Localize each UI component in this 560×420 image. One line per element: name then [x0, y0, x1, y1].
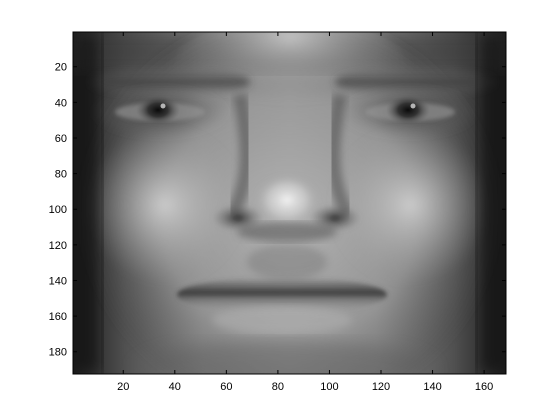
y-tick-label: 40	[55, 97, 67, 109]
y-tick-label: 60	[55, 133, 67, 145]
x-tick-label: 60	[220, 381, 232, 393]
x-tick-label: 100	[320, 381, 338, 393]
y-tick-label: 100	[49, 204, 67, 216]
y-tick-label: 120	[49, 240, 67, 252]
x-tick-label: 160	[475, 381, 493, 393]
face-image	[73, 32, 506, 374]
y-tick-label: 20	[55, 62, 67, 74]
x-axis-ticks: 20 40 60 80 100 120 140 160	[117, 32, 493, 393]
axes-frame	[72, 31, 507, 375]
y-tick-label: 180	[49, 347, 67, 359]
y-tick-label: 160	[49, 311, 67, 323]
x-tick-label: 140	[423, 381, 441, 393]
x-tick-label: 40	[169, 381, 181, 393]
x-tick-label: 120	[372, 381, 390, 393]
x-tick-label: 80	[272, 381, 284, 393]
y-axis-ticks: 20 40 60 80 100 120 140 160 180	[49, 62, 506, 359]
x-tick-label: 20	[117, 381, 129, 393]
y-tick-label: 80	[55, 169, 67, 181]
y-tick-label: 140	[49, 275, 67, 287]
